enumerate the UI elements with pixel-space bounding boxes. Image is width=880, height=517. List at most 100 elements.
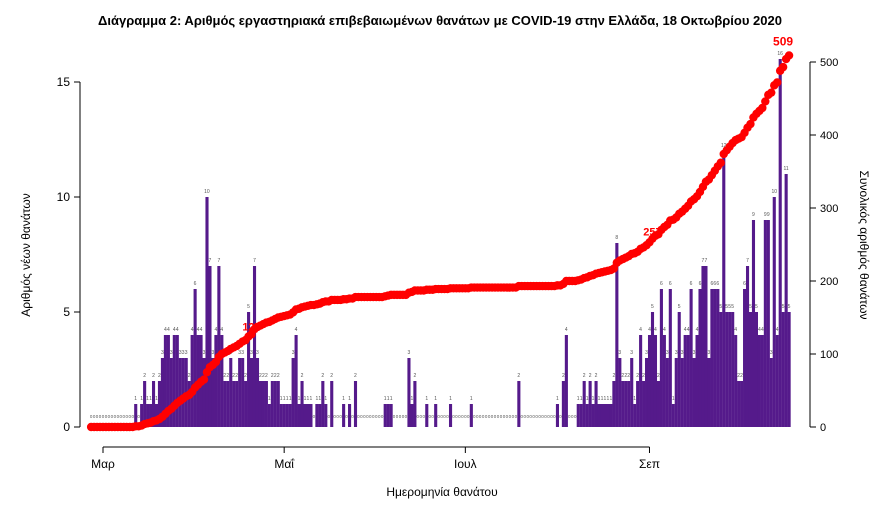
bar: [748, 312, 753, 427]
bar-value-label: 2: [232, 373, 235, 379]
bar-value-label: 10: [204, 189, 210, 195]
bar-value-label: 10: [771, 189, 777, 195]
bar: [410, 404, 414, 427]
cumulative-point: [767, 88, 776, 97]
cumulative-series: [86, 51, 794, 432]
bar: [555, 404, 560, 427]
bar: [713, 289, 717, 427]
bar: [751, 220, 756, 427]
bar: [642, 381, 646, 427]
cumulative-point: [772, 78, 782, 87]
bar-value-label: 0: [461, 414, 464, 419]
bar: [241, 358, 245, 427]
bar: [636, 381, 640, 427]
bar-value-label: 5: [749, 304, 752, 310]
bar-value-label: 1: [390, 396, 393, 402]
bar-value-label: 2: [259, 373, 262, 379]
bar-value-label: 0: [446, 414, 449, 419]
bar-value-label: 4: [663, 327, 666, 333]
bar-value-label: 5: [728, 304, 731, 310]
bar: [722, 151, 726, 427]
bar: [561, 381, 565, 427]
bar-value-label: 0: [503, 414, 506, 419]
x-tick-label: Ιουλ: [454, 457, 477, 471]
bar-value-label: 0: [526, 414, 529, 419]
bar: [330, 381, 334, 427]
bar-value-label: 0: [417, 414, 420, 419]
bar-value-label: 0: [126, 414, 129, 419]
bar-value-label: 3: [707, 350, 710, 356]
bar-value-label: 2: [636, 373, 639, 379]
bar-value-label: 2: [562, 373, 565, 379]
bar-value-label: 0: [336, 414, 339, 419]
bar-value-label: 1: [289, 396, 292, 402]
bar-value-label: 4: [776, 327, 779, 333]
bar-value-label: 0: [402, 414, 405, 419]
bar-value-label: 1: [598, 396, 601, 402]
bar-value-label: 0: [313, 414, 316, 419]
cumulative-annotation: 127: [242, 321, 260, 333]
bar-value-label: 3: [256, 350, 259, 356]
bar: [594, 381, 598, 427]
bar-value-label: 1: [449, 396, 452, 402]
bar-value-label: 1: [268, 396, 271, 402]
bar-value-label: 6: [710, 281, 713, 287]
bar-value-label: 5: [247, 304, 250, 310]
cumulative-annotation: 257: [643, 226, 661, 238]
bar-value-label: 1: [387, 396, 390, 402]
bar: [389, 404, 393, 427]
bar-value-label: 2: [621, 373, 624, 379]
bar: [731, 312, 735, 427]
bar-value-label: 0: [327, 414, 330, 419]
bar: [425, 404, 429, 427]
bar-value-label: 4: [654, 327, 657, 333]
bar: [603, 404, 607, 427]
bar-value-label: 5: [731, 304, 734, 310]
bar: [169, 358, 173, 427]
bar: [686, 335, 690, 427]
bar-value-label: 0: [431, 414, 434, 419]
bar-value-label: 7: [217, 258, 220, 264]
bar: [630, 358, 634, 427]
bar-value-label: 1: [304, 396, 307, 402]
bar-value-label: 0: [473, 414, 476, 419]
bar-value-label: 1: [609, 396, 612, 402]
bar-value-label: 1: [470, 396, 473, 402]
x-tick-label: Μαρ: [91, 457, 115, 471]
bar-value-label: 0: [521, 414, 524, 419]
y2-tick-label: 100: [820, 349, 838, 361]
bar: [615, 243, 619, 427]
bar: [315, 404, 319, 427]
bar: [740, 381, 744, 427]
bar-value-label: 1: [601, 396, 604, 402]
bar-value-label: 9: [764, 212, 767, 218]
bar-value-label: 0: [405, 414, 408, 419]
bar-value-label: 2: [595, 373, 598, 379]
bar-value-label: 3: [770, 350, 773, 356]
bar: [564, 335, 568, 427]
bar-value-label: 2: [330, 373, 333, 379]
bar-value-label: 3: [618, 350, 621, 356]
bar: [146, 404, 150, 427]
bar-value-label: 1: [577, 396, 580, 402]
bar-value-label: 0: [345, 414, 348, 419]
bar-value-label: 2: [624, 373, 627, 379]
bar-value-label: 5: [719, 304, 722, 310]
bar-value-label: 4: [164, 327, 167, 333]
bar: [647, 335, 652, 427]
bar-value-label: 2: [244, 373, 247, 379]
bar-value-label: 2: [737, 373, 740, 379]
bar-value-label: 1: [556, 396, 559, 402]
bar: [448, 404, 453, 427]
bar-value-label: 0: [515, 414, 518, 419]
bar-value-label: 0: [443, 414, 446, 419]
bar-value-label: 2: [354, 373, 357, 379]
bar: [166, 335, 170, 427]
bar-value-label: 0: [532, 414, 535, 419]
bar: [728, 312, 732, 427]
bar-value-label: 0: [437, 414, 440, 419]
x-tick-label: Μαΐ: [274, 457, 295, 471]
bar: [683, 335, 687, 427]
bar-value-label: 0: [500, 414, 503, 419]
